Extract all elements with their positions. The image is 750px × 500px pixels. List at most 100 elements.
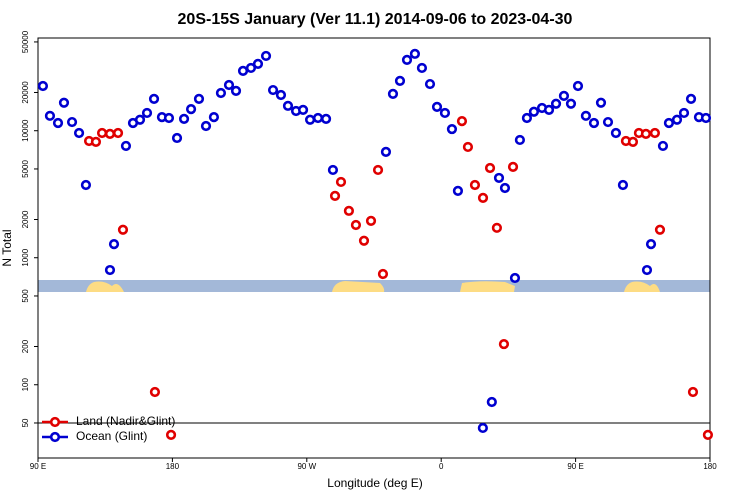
map-strip	[38, 280, 710, 292]
point	[377, 268, 389, 280]
point	[80, 179, 92, 191]
point	[96, 127, 108, 139]
point	[610, 127, 622, 139]
point	[431, 101, 443, 112]
x-tick-label: 180	[703, 462, 717, 471]
point	[320, 113, 332, 124]
point	[580, 110, 592, 121]
point	[671, 114, 683, 125]
point	[640, 128, 652, 139]
y-tick-label: 50000	[21, 30, 30, 53]
point	[499, 182, 511, 194]
point	[663, 117, 675, 129]
point	[52, 117, 64, 129]
x-tick-label: 90 E	[30, 462, 46, 471]
point	[104, 128, 116, 139]
point	[491, 222, 503, 233]
point	[507, 161, 519, 172]
point	[456, 116, 468, 127]
land-strip	[460, 281, 515, 292]
point	[477, 192, 489, 203]
point	[165, 429, 177, 440]
legend-label: Land (Nadir&Glint)	[76, 414, 175, 428]
point	[498, 338, 510, 350]
y-axis-label: N Total	[0, 229, 14, 266]
point	[365, 215, 377, 226]
point	[543, 104, 555, 115]
point	[469, 179, 481, 191]
point	[37, 80, 49, 92]
point	[657, 140, 669, 152]
point	[178, 113, 190, 124]
point	[484, 162, 496, 174]
series	[37, 48, 712, 434]
y-tick-label: 500	[21, 289, 30, 303]
point	[654, 224, 666, 235]
point	[372, 164, 384, 176]
point	[267, 84, 279, 96]
point	[446, 123, 458, 135]
point	[528, 106, 540, 117]
point	[245, 62, 257, 74]
plot-frame	[37, 37, 711, 459]
y-tick-label: 10000	[21, 119, 30, 142]
point	[700, 112, 712, 124]
point	[645, 239, 657, 250]
point	[380, 146, 392, 158]
point	[112, 127, 124, 139]
point	[550, 98, 562, 109]
land-strip	[86, 281, 124, 292]
point	[394, 75, 406, 86]
point	[120, 140, 132, 152]
legend-marker	[49, 416, 61, 428]
point	[104, 264, 116, 276]
point	[149, 386, 161, 398]
point	[462, 141, 474, 153]
y-tick-label: 100	[21, 378, 30, 392]
point	[215, 87, 227, 99]
point	[90, 136, 102, 147]
point	[558, 90, 570, 101]
point	[493, 172, 505, 184]
point	[409, 48, 421, 59]
point	[260, 50, 272, 62]
point	[117, 224, 129, 235]
point	[208, 111, 220, 123]
legend-label: Ocean (Glint)	[76, 429, 147, 443]
point	[702, 429, 714, 440]
point	[350, 219, 362, 231]
point	[134, 114, 146, 125]
point	[329, 190, 341, 201]
point	[452, 185, 464, 196]
chart-title: 20S-15S January (Ver 11.1) 2014-09-06 to…	[178, 11, 573, 28]
point	[641, 264, 653, 276]
point	[200, 120, 212, 132]
point	[66, 116, 78, 128]
y-tick-label: 50	[21, 418, 30, 427]
point	[327, 164, 339, 176]
point	[627, 136, 639, 147]
point	[416, 62, 428, 74]
point	[401, 54, 413, 66]
point	[275, 89, 287, 101]
point	[565, 98, 577, 109]
point	[439, 107, 451, 119]
point	[602, 116, 614, 128]
x-tick-label: 180	[166, 462, 180, 471]
point	[687, 386, 699, 398]
y-tick-label: 20000	[21, 81, 30, 104]
point	[223, 79, 235, 91]
point	[509, 272, 521, 284]
point	[73, 127, 85, 139]
point	[595, 97, 607, 108]
point	[171, 132, 183, 144]
point	[108, 239, 120, 250]
point	[141, 107, 153, 119]
point	[521, 112, 533, 124]
y-tick-label: 200	[21, 339, 30, 353]
x-tick-label: 0	[439, 462, 444, 471]
point	[58, 97, 70, 108]
point	[193, 93, 205, 105]
